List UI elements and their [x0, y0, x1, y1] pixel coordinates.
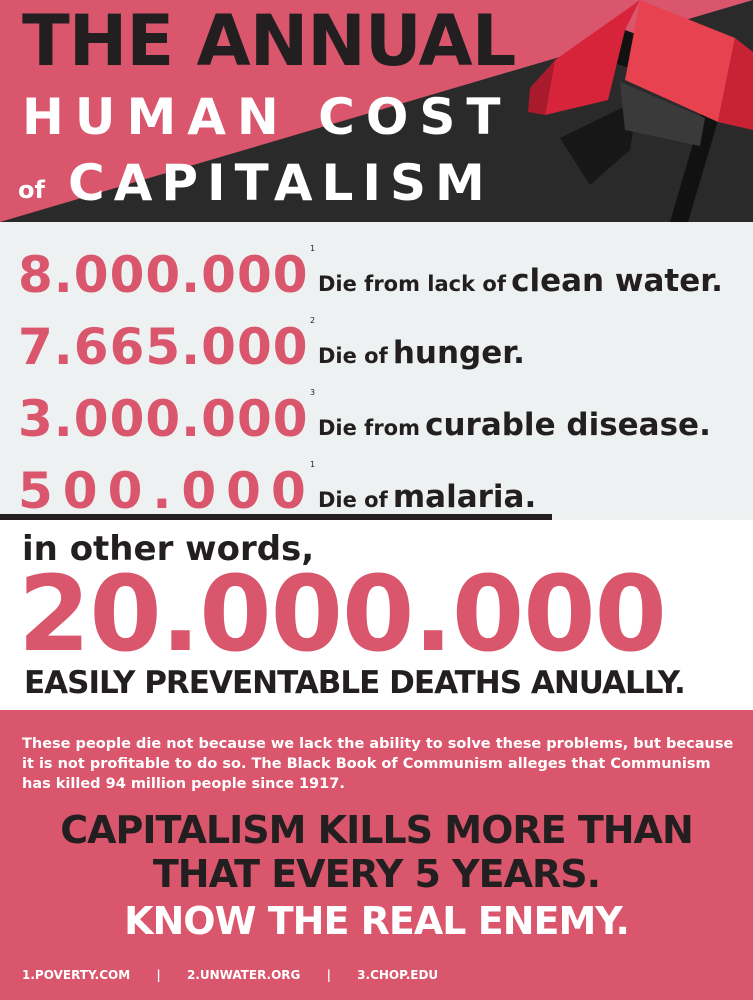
summary-panel: in other words, 20.000.000 EASILY PREVEN… — [0, 520, 753, 710]
kills-statement: CAPITALISM KILLS MORE THAN THAT EVERY 5 … — [0, 808, 753, 896]
title-line-1: THE ANNUAL — [22, 0, 516, 82]
stat-text-big: malaria. — [392, 479, 537, 515]
stat-text-big: hunger. — [392, 335, 525, 371]
stat-description: Die of malaria. — [318, 482, 536, 513]
title-of: of — [18, 176, 45, 204]
stat-number: 500.000 — [18, 462, 316, 520]
flag-icon — [528, 0, 753, 222]
kills-line-1: CAPITALISM KILLS MORE THAN — [60, 808, 694, 852]
stat-number: 7.665.000 — [18, 318, 309, 376]
explanation-paragraph: These people die not because we lack the… — [22, 736, 734, 792]
stat-number: 8.000.000 — [18, 246, 309, 304]
enemy-slogan: KNOW THE REAL ENEMY. — [124, 899, 630, 943]
stat-text-small: Die from — [318, 416, 420, 440]
divider — [0, 514, 552, 520]
source-2: 2.UNWATER.ORG — [186, 968, 301, 982]
source-separator: | — [156, 968, 161, 982]
kills-line-2: THAT EVERY 5 YEARS. — [152, 852, 601, 896]
stat-text-small: Die of — [318, 488, 388, 512]
source-3: 3.CHOP.EDU — [357, 968, 439, 982]
source-separator: | — [326, 968, 331, 982]
stat-text-big: curable disease. — [425, 407, 711, 443]
title-line-2: HUMAN COST — [22, 88, 512, 146]
stat-number: 3.000.000 — [18, 390, 309, 448]
summary-total: 20.000.000 — [18, 553, 667, 675]
stat-footnote: 2 — [310, 316, 316, 325]
title-line-3: CAPITALISM — [68, 154, 494, 212]
stat-footnote: 3 — [310, 388, 316, 397]
stat-text-small: Die of — [318, 344, 388, 368]
stat-text-small: Die from lack of — [318, 272, 506, 296]
summary-caption: EASILY PREVENTABLE DEATHS ANUALLY. — [24, 665, 686, 701]
source-1: 1.POVERTY.COM — [22, 968, 131, 982]
stat-description: Die from curable disease. — [318, 410, 711, 441]
bottom-panel: These people die not because we lack the… — [0, 710, 753, 1000]
summary-lead: in other words, — [22, 529, 315, 569]
stat-text-big: clean water. — [511, 263, 723, 299]
stat-footnote: 1 — [310, 244, 316, 253]
header-banner: THE ANNUAL HUMAN COST of CAPITALISM — [0, 0, 753, 222]
stat-description: Die of hunger. — [318, 338, 525, 369]
stat-footnote: 1 — [310, 460, 316, 469]
sources: 1.POVERTY.COM | 2.UNWATER.ORG | 3.CHOP.E… — [22, 968, 438, 982]
stats-panel: 8.000.000 1 Die from lack of clean water… — [0, 222, 753, 518]
stat-description: Die from lack of clean water. — [318, 266, 723, 297]
